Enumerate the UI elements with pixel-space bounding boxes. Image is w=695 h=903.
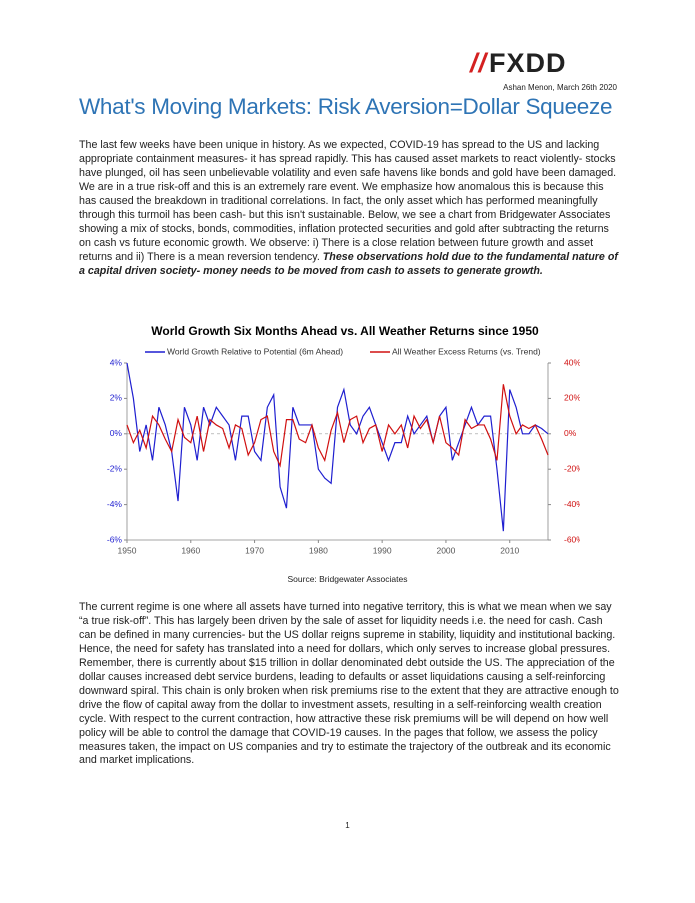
logo-text: FXDD <box>489 48 567 78</box>
author: Ashan Menon, March 26th 2020 <box>503 83 617 92</box>
x-tick-label: 1990 <box>373 545 392 555</box>
y-tick-label: -2% <box>107 463 123 473</box>
chart: World Growth Six Months Ahead vs. All We… <box>107 324 580 555</box>
x-tick-label: 2010 <box>500 545 519 555</box>
chart-title: World Growth Six Months Ahead vs. All We… <box>151 324 539 338</box>
y-tick-label: -4% <box>107 499 123 509</box>
paragraph-text: The last few weeks have been unique in h… <box>79 139 617 263</box>
y2-tick-label: -20% <box>564 463 580 473</box>
x-tick-label: 1980 <box>309 545 328 555</box>
paragraph: The current regime is one where all asse… <box>79 601 619 767</box>
y2-tick-label: -60% <box>564 534 580 544</box>
logo: //FXDD <box>470 48 567 78</box>
y-tick-label: 4% <box>110 357 123 367</box>
series-line <box>126 362 549 532</box>
paragraph: The last few weeks have been unique in h… <box>79 139 619 279</box>
page-number: 1 <box>345 821 350 830</box>
x-tick-label: 2000 <box>436 545 455 555</box>
series-line <box>126 384 549 468</box>
y-tick-label: 2% <box>110 393 123 403</box>
y-tick-label: 0% <box>110 428 123 438</box>
y2-tick-label: 0% <box>564 428 577 438</box>
legend-label: World Growth Relative to Potential (6m A… <box>167 346 343 356</box>
x-tick-label: 1950 <box>118 545 137 555</box>
emphasis: These observations hold due to the funda… <box>79 250 618 277</box>
y-tick-label: -6% <box>107 534 123 544</box>
y2-tick-label: 20% <box>564 393 580 403</box>
x-tick-label: 1970 <box>245 545 264 555</box>
source: Source: Bridgewater Associates <box>287 574 408 584</box>
x-tick-label: 1960 <box>181 545 200 555</box>
y2-tick-label: -40% <box>564 499 580 509</box>
y2-tick-label: 40% <box>564 357 580 367</box>
title: What's Moving Markets: Risk Aversion=Dol… <box>79 94 613 119</box>
legend-label: All Weather Excess Returns (vs. Trend) <box>392 346 541 356</box>
